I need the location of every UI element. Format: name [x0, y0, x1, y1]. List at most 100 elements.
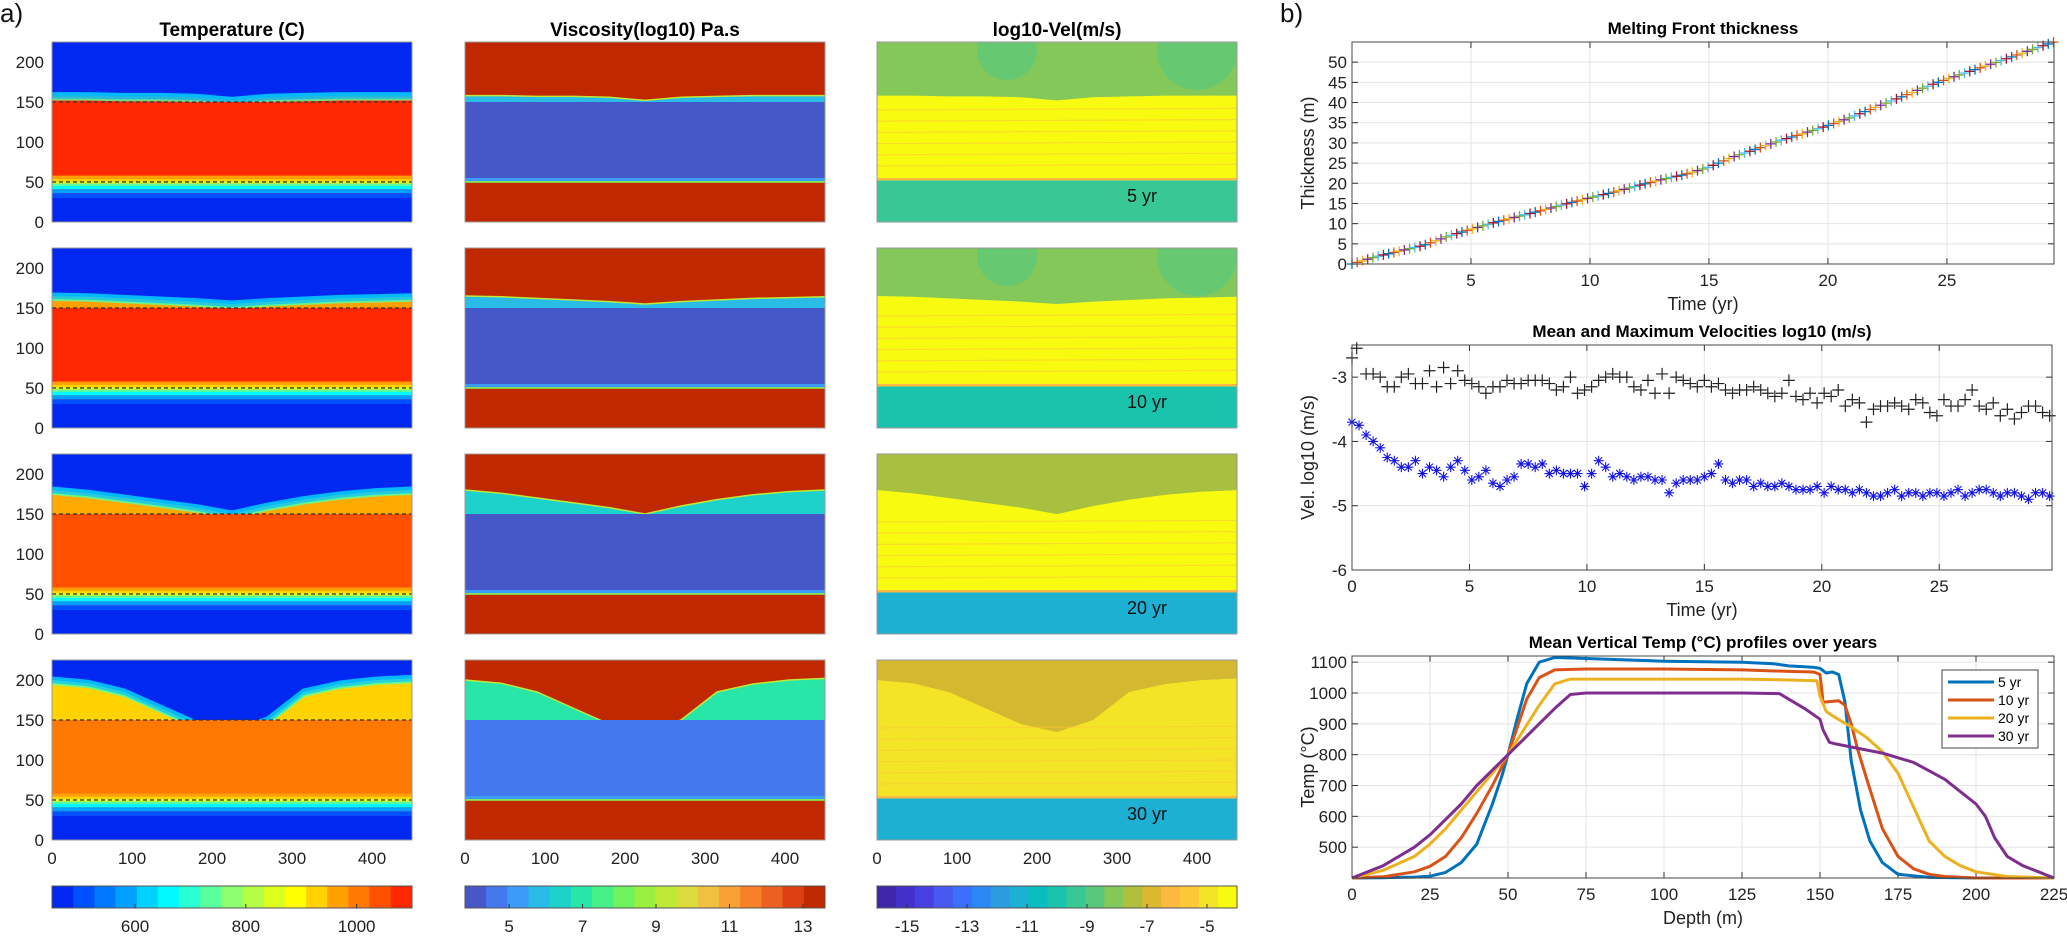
y-tick-label: -4: [1332, 432, 1347, 451]
colorbar-swatch: [1085, 886, 1105, 908]
y-tick-label: 0: [35, 625, 44, 644]
max-velocity-point: [1768, 390, 1781, 403]
max-velocity-point: [1818, 387, 1831, 400]
data-point: [1802, 127, 1813, 138]
x-tick-label: 0: [47, 849, 56, 868]
mean-velocity-point: [1720, 475, 1731, 485]
max-velocity-point: [1902, 403, 1915, 416]
colorbar: 600 800 1000: [51, 885, 413, 936]
max-velocity-point: [1536, 374, 1549, 387]
floor-edge: [877, 384, 1237, 387]
max-velocity-point: [2015, 406, 2028, 419]
mean-velocity-point: [1396, 462, 1407, 473]
mean-velocity-point: [2023, 494, 2034, 505]
data-point: [1467, 223, 1478, 234]
max-velocity-point: [1367, 367, 1380, 380]
mean-velocity-point: [1988, 487, 1999, 498]
mean-velocity-point: [1960, 491, 1971, 502]
data-point: [1645, 177, 1656, 188]
data-point: [1886, 95, 1897, 106]
mean-velocity-point: [1354, 420, 1365, 431]
colorbar-swatch: [655, 886, 678, 908]
data-point: [1666, 172, 1677, 183]
colorbar-tick-label: 9: [651, 917, 660, 936]
mean-velocity-point: [1692, 475, 1703, 485]
data-point: [1943, 73, 1954, 84]
time-label: 30 yr: [1127, 804, 1167, 824]
colorbar-swatch: [52, 886, 74, 908]
mean-velocity-point: [1600, 462, 1611, 473]
map-2-row-3: 30 yr 0 100 200 300 400: [872, 659, 1238, 868]
solid-floor: [465, 800, 825, 840]
max-velocity-point: [1726, 387, 1739, 400]
max-velocity-point: [1606, 367, 1619, 380]
max-velocity-point: [1867, 403, 1880, 416]
cold-region: [52, 42, 412, 101]
data-point: [1509, 212, 1520, 223]
velocity-streak: [877, 781, 1237, 785]
mean-velocity-point: [1924, 487, 1935, 498]
max-velocity-point: [1804, 387, 1817, 400]
max-velocity-point: [1775, 387, 1788, 400]
max-velocity-point: [1493, 380, 1506, 393]
max-velocity-point: [1677, 374, 1690, 387]
data-point: [1786, 131, 1797, 142]
x-tick-label: 125: [1728, 885, 1756, 904]
colorbar-swatch: [719, 886, 741, 908]
colorbar-swatch: [1047, 886, 1067, 908]
data-point: [1880, 98, 1891, 109]
map-frame: [876, 659, 1238, 841]
max-velocity-point: [1705, 380, 1718, 393]
data-point: [2027, 44, 2038, 55]
max-velocity-point: [1811, 396, 1824, 409]
colorbar-swatch: [1009, 886, 1030, 908]
colorbar-tick-label: -9: [1079, 917, 1094, 936]
y-tick-label: 0: [35, 213, 44, 232]
mean-velocity-point: [1713, 458, 1724, 469]
map-0-row-3: 0 50 100 150 200 0 100 200 300 400: [16, 659, 413, 868]
mean-velocity-point: [1826, 481, 1837, 492]
y-tick-label: 15: [1328, 194, 1347, 213]
mean-velocity-point: [1748, 481, 1759, 492]
mean-velocity-point: [1812, 481, 1823, 492]
y-tick-label: -6: [1332, 561, 1347, 580]
y-tick-label: 150: [16, 93, 44, 112]
colorbar-tick-label: 11: [721, 917, 739, 936]
data-point: [1907, 87, 1918, 98]
data-point: [1854, 108, 1865, 119]
data-point: [1362, 254, 1373, 265]
max-velocity-point: [1402, 367, 1415, 380]
max-velocity-point: [1832, 384, 1845, 396]
data-point: [1760, 140, 1771, 151]
mean-velocity-point: [1882, 487, 1893, 498]
thermal-fringe: [52, 292, 412, 308]
legend-label: 20 yr: [1998, 710, 2029, 726]
colorbar-swatch: [570, 886, 593, 908]
mean-velocity-point: [2002, 487, 2013, 498]
data-point: [2043, 38, 2054, 49]
mean-velocity-point: [2044, 491, 2055, 502]
data-point: [1969, 64, 1980, 75]
mean-velocity-point: [2030, 487, 2041, 498]
floor-velocity: [877, 386, 1237, 428]
max-velocity-point: [1430, 380, 1443, 393]
colorbar-tick-label: -5: [1199, 917, 1214, 936]
colorbar-swatch: [327, 886, 349, 908]
thermal-band: [52, 384, 412, 388]
thermal-band: [52, 186, 412, 190]
data-point: [1776, 135, 1787, 146]
lower-band: [465, 590, 825, 594]
data-point: [2017, 48, 2028, 59]
mean-velocity-point: [1494, 481, 1505, 492]
map-1-row-2: [464, 453, 826, 635]
data-point: [2006, 51, 2017, 62]
mean-velocity-point: [1734, 475, 1745, 485]
max-velocity-point: [1860, 416, 1873, 429]
floor-velocity: [877, 592, 1237, 634]
y-tick-label: 35: [1328, 114, 1347, 133]
max-velocity-point: [1670, 371, 1683, 384]
velocity-streak: [877, 531, 1237, 534]
mean-velocity-point: [1854, 484, 1865, 495]
thermal-band: [52, 387, 412, 390]
lower-band: [465, 387, 825, 389]
